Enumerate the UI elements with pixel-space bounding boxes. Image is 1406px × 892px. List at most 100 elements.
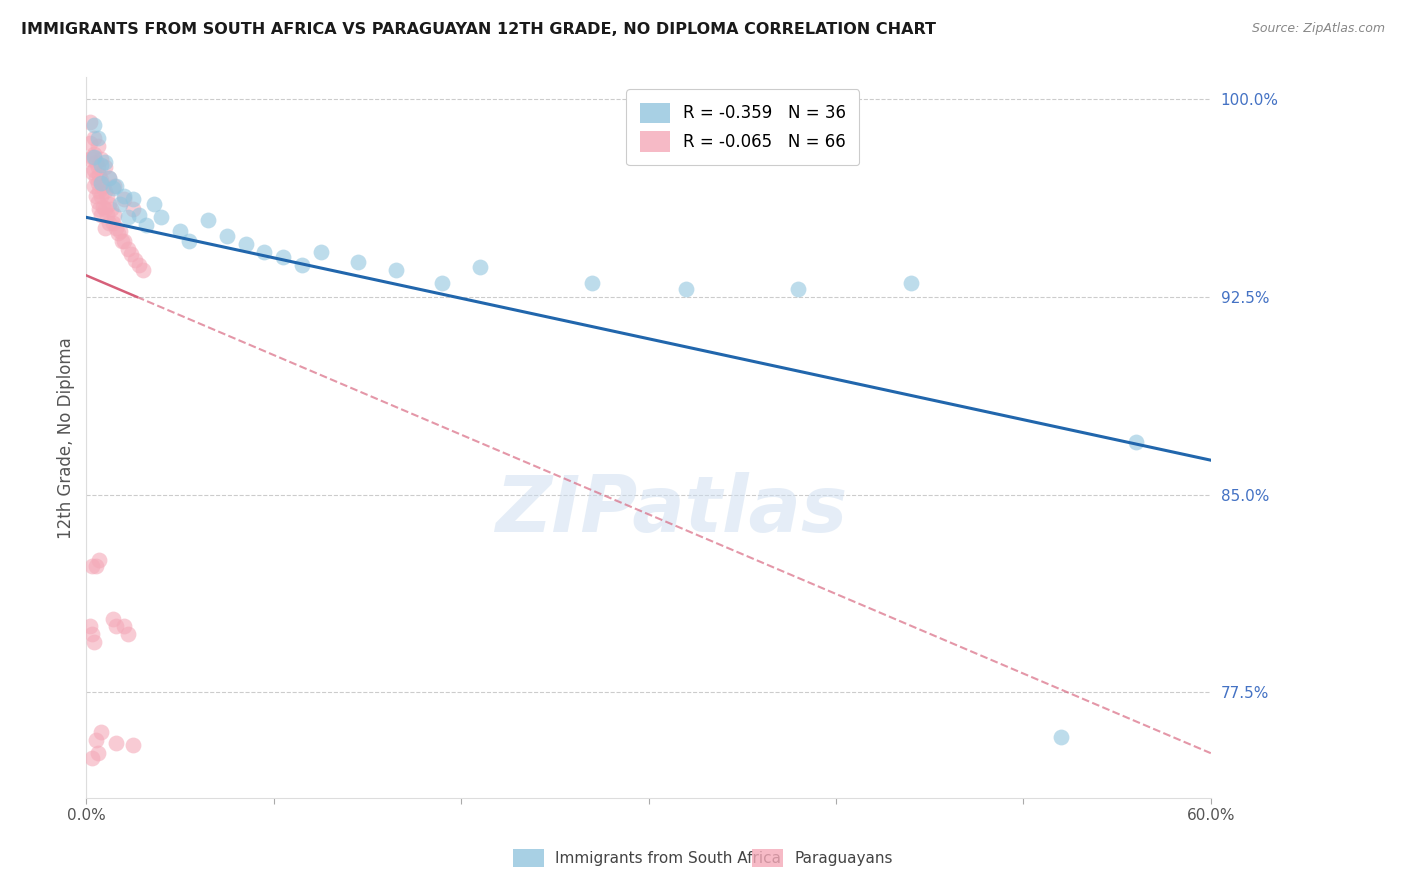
Point [91,178,114,193]
Point [89,184,111,198]
Point [107,226,129,240]
Point [80,150,103,164]
Point [84,558,107,573]
Point [105,220,128,235]
Point [86,139,108,153]
Point [86,131,108,145]
Point [97,170,120,185]
Point [80,627,103,641]
Point [83,635,105,649]
Point [83,178,105,193]
Point [384,263,406,277]
Point [122,202,145,217]
Point [111,234,134,248]
Point [253,244,276,259]
Point [179,234,201,248]
Point [215,228,238,243]
Point [83,162,105,177]
Text: ZIPatlas: ZIPatlas [495,472,848,548]
Point [90,725,112,739]
Point [135,219,157,233]
Point [122,192,145,206]
Point [79,619,101,633]
Point [675,282,697,296]
Point [142,197,165,211]
Point [581,277,603,291]
Point [90,189,112,203]
Point [79,115,101,129]
Point [94,184,117,198]
Point [150,211,173,225]
Point [97,197,120,211]
Point [94,155,117,169]
Point [84,155,107,169]
Point [235,236,257,251]
Point [347,255,370,269]
Point [90,176,112,190]
Point [79,136,101,151]
Point [105,736,128,750]
Point [105,178,128,193]
Point [97,216,120,230]
Point [96,208,118,222]
Point [1125,434,1147,449]
Point [103,208,125,222]
Point [900,277,922,291]
Y-axis label: 12th Grade, No Diploma: 12th Grade, No Diploma [58,337,75,539]
Point [169,223,191,237]
Point [101,611,124,625]
Point [86,746,108,760]
Point [83,147,105,161]
Point [90,153,112,167]
Point [128,208,150,222]
Point [120,247,142,261]
Point [117,242,139,256]
Point [112,192,135,206]
Point [80,165,103,179]
Point [101,181,124,195]
Text: IMMIGRANTS FROM SOUTH AFRICA VS PARAGUAYAN 12TH GRADE, NO DIPLOMA CORRELATION CH: IMMIGRANTS FROM SOUTH AFRICA VS PARAGUAY… [21,22,936,37]
Point [89,553,111,567]
Point [89,168,111,182]
Text: Immigrants from South Africa: Immigrants from South Africa [555,851,782,865]
Point [84,170,107,185]
Point [97,170,120,185]
Point [84,733,107,747]
Point [309,244,332,259]
Point [83,118,105,132]
Point [468,260,491,275]
Point [271,250,294,264]
Point [112,189,135,203]
Point [83,150,105,164]
Text: Paraguayans: Paraguayans [794,851,893,865]
Point [122,739,145,753]
Point [91,200,114,214]
Point [86,176,108,190]
Point [108,223,131,237]
Legend: R = -0.359   N = 36, R = -0.065   N = 66: R = -0.359 N = 36, R = -0.065 N = 66 [627,89,859,165]
Text: Source: ZipAtlas.com: Source: ZipAtlas.com [1251,22,1385,36]
Point [117,211,139,225]
Point [86,160,108,174]
Point [101,216,124,230]
Point [112,234,135,248]
Point [787,282,810,296]
Point [1050,731,1073,745]
Point [117,627,139,641]
Point [90,173,112,187]
Point [83,131,105,145]
Point [90,208,112,222]
Point [94,160,117,174]
Point [86,194,108,209]
Point [89,202,111,217]
Point [80,751,103,765]
Point [79,153,101,167]
Point [291,258,314,272]
Point [90,157,112,171]
Point [84,189,107,203]
Point [432,277,454,291]
Point [105,619,128,633]
Point [112,619,135,633]
Point [94,202,117,217]
Point [96,189,118,203]
